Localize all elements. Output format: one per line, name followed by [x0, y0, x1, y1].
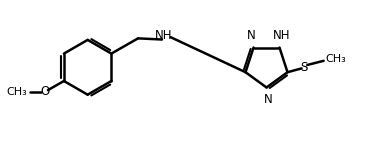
Text: O: O [40, 85, 49, 98]
Text: NH: NH [155, 29, 173, 42]
Text: NH: NH [273, 29, 291, 42]
Text: CH₃: CH₃ [7, 87, 28, 97]
Text: N: N [247, 29, 256, 42]
Text: S: S [300, 61, 307, 74]
Text: N: N [264, 93, 273, 106]
Text: CH₃: CH₃ [325, 54, 346, 64]
